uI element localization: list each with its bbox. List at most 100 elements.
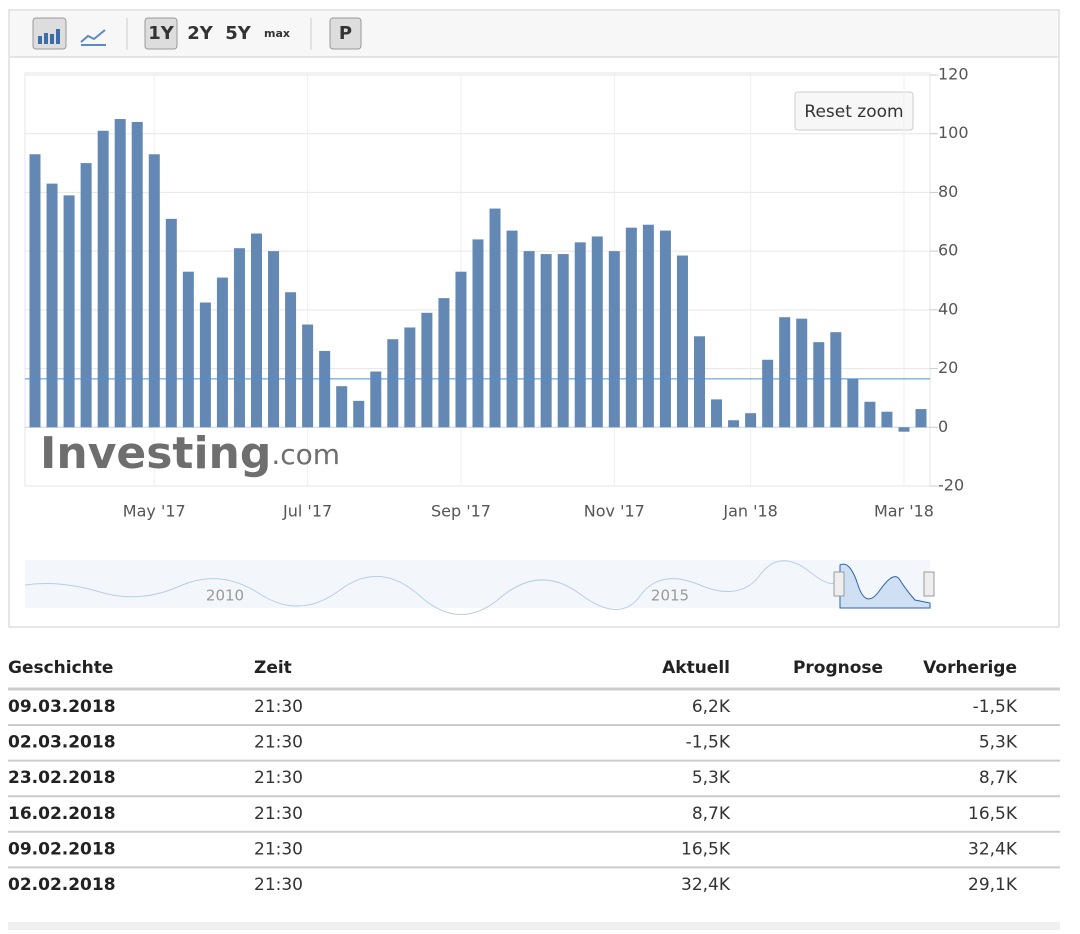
- range-label[interactable]: 2Y: [187, 23, 214, 44]
- bar: [216, 277, 228, 428]
- table-cell: 16,5K: [681, 839, 731, 859]
- bar: [642, 224, 654, 428]
- x-tick-label: Jul '17: [282, 502, 332, 521]
- navigator-label: 2010: [206, 587, 244, 605]
- bar: [114, 119, 126, 428]
- table-cell: 8,7K: [692, 804, 731, 824]
- bar: [421, 312, 433, 428]
- table-cell: 21:30: [254, 733, 303, 753]
- table-cell: 6,2K: [692, 697, 731, 717]
- y-tick-label: 0: [938, 417, 948, 436]
- x-tick-label: Nov '17: [584, 502, 645, 521]
- bar: [881, 411, 893, 428]
- bar: [898, 427, 910, 432]
- table-cell: 21:30: [254, 768, 303, 788]
- table-cell: 16.02.2018: [8, 804, 116, 824]
- bar: [676, 255, 688, 428]
- bar: [830, 332, 842, 428]
- x-tick-label: May '17: [123, 502, 186, 521]
- table-cell: 32,4K: [968, 839, 1018, 859]
- bar: [46, 183, 58, 428]
- range-label[interactable]: 5Y: [225, 23, 252, 44]
- watermark-text: Investing: [40, 428, 271, 479]
- bar: [131, 121, 143, 428]
- table-cell: 21:30: [254, 697, 303, 717]
- bar: [506, 230, 518, 428]
- bar: [302, 324, 314, 428]
- bar: [523, 251, 535, 428]
- bar: [779, 317, 791, 428]
- x-tick-label: Jan '18: [722, 502, 778, 521]
- table-header: Aktuell: [662, 658, 730, 678]
- table-cell: 16,5K: [968, 804, 1018, 824]
- bar: [285, 292, 297, 428]
- bar: [847, 378, 859, 428]
- reset-zoom-button[interactable]: [794, 91, 914, 131]
- watermark-text: .com: [271, 438, 340, 471]
- table-cell: 21:30: [254, 875, 303, 895]
- bar: [694, 336, 705, 428]
- print-label[interactable]: P: [339, 23, 352, 44]
- x-tick-label: Sep '17: [431, 502, 491, 521]
- bar: [353, 400, 365, 428]
- table-header: Vorherige: [923, 658, 1017, 678]
- range-label[interactable]: 1Y: [148, 23, 175, 44]
- print-button[interactable]: [329, 17, 362, 50]
- bar: [165, 218, 177, 428]
- bar: [80, 163, 92, 428]
- bar: [97, 130, 109, 428]
- reset-zoom-label[interactable]: Reset zoom: [804, 102, 903, 122]
- bar: [711, 399, 723, 428]
- table-cell: 02.02.2018: [8, 875, 116, 895]
- navigator: [25, 560, 930, 608]
- y-tick-label: 40: [938, 299, 958, 318]
- bar: [625, 227, 637, 428]
- navigator-handle[interactable]: [833, 571, 845, 597]
- bar: [199, 302, 211, 428]
- bar: [438, 298, 450, 428]
- x-tick-label: Mar '18: [874, 502, 934, 521]
- y-tick-label: -20: [938, 476, 964, 495]
- bar: [728, 420, 740, 428]
- bar: [557, 254, 569, 428]
- bar: [540, 254, 552, 428]
- bar: [489, 208, 501, 428]
- table-cell: 23.02.2018: [8, 768, 116, 788]
- table-cell: 5,3K: [979, 733, 1018, 753]
- navigator-handle[interactable]: [923, 571, 935, 597]
- y-tick-label: 20: [938, 358, 958, 377]
- range-label[interactable]: max: [264, 27, 290, 40]
- bar: [608, 251, 620, 428]
- watermark: Investing.com: [40, 428, 340, 479]
- toolbar: [10, 11, 1058, 57]
- navigator-selection: [839, 563, 931, 609]
- table-cell: 02.03.2018: [8, 733, 116, 753]
- table-cell: 09.03.2018: [8, 697, 116, 717]
- bar: [455, 271, 467, 428]
- range-button-active[interactable]: [144, 17, 178, 50]
- bar: [63, 195, 75, 428]
- bar: [915, 409, 927, 428]
- bar: [148, 154, 160, 428]
- y-tick-label: 60: [938, 241, 958, 260]
- y-tick-label: 80: [938, 182, 958, 201]
- y-tick-label: 120: [938, 65, 969, 84]
- bar: [251, 233, 262, 428]
- table-cell: 29,1K: [968, 875, 1018, 895]
- bar: [864, 401, 876, 428]
- footer-strip: [8, 922, 1060, 930]
- bar-chart-button[interactable]: [32, 17, 67, 50]
- navigator-line: [24, 560, 841, 615]
- bar: [336, 386, 348, 428]
- bar: [762, 359, 774, 428]
- bar: [233, 248, 245, 428]
- bar: [796, 318, 808, 428]
- bar: [387, 339, 399, 428]
- line-chart-button[interactable]: [80, 29, 106, 46]
- table-header: Zeit: [254, 658, 292, 678]
- bar: [659, 230, 671, 428]
- table-header: Geschichte: [8, 658, 113, 678]
- table-cell: 32,4K: [681, 875, 731, 895]
